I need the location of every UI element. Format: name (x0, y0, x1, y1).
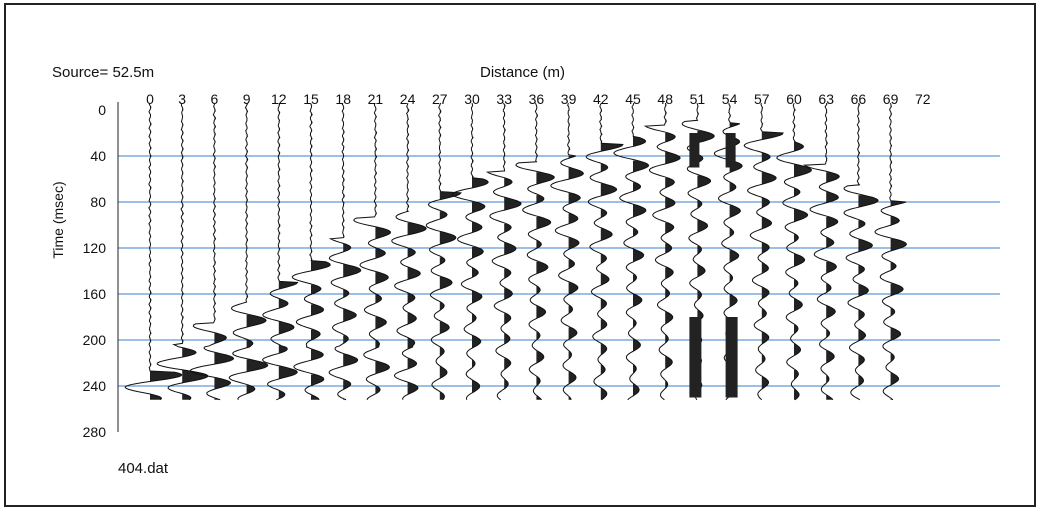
trace-wiggle (585, 102, 624, 401)
trace-wiggle (515, 102, 555, 401)
x-tick-label: 24 (400, 91, 416, 107)
trace-fill (665, 103, 681, 390)
x-tick-label: 36 (529, 91, 545, 107)
trace-wiggle (291, 103, 331, 401)
trace-fill (278, 103, 298, 400)
x-tick-label: 72 (915, 91, 931, 107)
trace-clip-bar (689, 133, 700, 168)
y-tick-label: 200 (83, 332, 107, 348)
trace-clip-bar (689, 317, 702, 398)
trace-fill (890, 104, 907, 400)
trace-wiggle (843, 102, 879, 401)
trace-wiggle (228, 103, 269, 400)
trace-wiggle (643, 102, 681, 401)
x-tick-label: 57 (754, 91, 770, 107)
x-tick-label: 30 (464, 91, 480, 107)
y-tick-label: 80 (90, 194, 106, 210)
trace-fill (246, 103, 268, 395)
file-label: 404.dat (118, 460, 169, 477)
y-tick-label: 240 (83, 378, 107, 394)
trace-wiggle (485, 102, 522, 401)
trace-fill (311, 105, 331, 400)
y-tick-label: 280 (83, 424, 107, 440)
x-tick-label: 18 (335, 91, 351, 107)
trace-wiggle (802, 103, 840, 401)
trace-fill (150, 106, 182, 400)
trace-fill (439, 103, 461, 400)
trace-fill (536, 106, 555, 400)
trace-clip-bar (725, 133, 736, 168)
x-tick-label: 66 (851, 91, 867, 107)
x-tick-label: 45 (625, 91, 641, 107)
trace-fill (472, 103, 489, 395)
trace-clip-bar (725, 317, 738, 398)
trace-fill (761, 107, 783, 390)
trace-wiggle (613, 102, 650, 401)
x-tick-label: 42 (593, 91, 609, 107)
trace-fill (858, 103, 879, 400)
y-tick-label: 0 (98, 102, 106, 118)
x-tick-label: 39 (561, 91, 577, 107)
x-tick-label: 69 (883, 91, 899, 107)
trace-wiggle (776, 102, 812, 401)
source-label: Source= 52.5m (52, 64, 155, 81)
trace-wiggle (328, 102, 362, 401)
trace-wiggle (874, 102, 907, 401)
trace-fill (600, 103, 623, 400)
x-tick-label: 21 (368, 91, 384, 107)
trace-wiggle (743, 102, 784, 401)
chart-frame (4, 3, 1036, 507)
trace-fill (826, 103, 840, 400)
x-tick-label: 48 (657, 91, 673, 107)
trace-wiggle (391, 103, 427, 400)
x-tick-label: 54 (722, 91, 738, 107)
x-axis-label: Distance (m) (480, 64, 566, 81)
trace-wiggle (550, 103, 584, 400)
trace-fill (343, 106, 361, 400)
y-tick-label: 120 (83, 240, 107, 256)
trace-wiggle (262, 102, 299, 401)
x-tick-label: 60 (786, 91, 802, 107)
x-tick-label: 51 (690, 91, 706, 107)
trace-wiggle (156, 102, 209, 401)
trace-wiggle (353, 102, 392, 401)
x-tick-label: 33 (496, 91, 512, 107)
x-tick-label: 27 (432, 91, 448, 107)
x-tick-label: 63 (818, 91, 834, 107)
x-tick-label: 12 (271, 91, 287, 107)
x-tick-label: 9 (243, 91, 251, 107)
trace-wiggle (124, 103, 183, 401)
trace-fill (214, 103, 234, 400)
trace-wiggle (451, 103, 489, 400)
y-tick-label: 40 (90, 148, 106, 164)
x-tick-label: 0 (146, 91, 154, 107)
trace-wiggle (189, 102, 235, 401)
y-tick-label: 160 (83, 286, 107, 302)
trace-wiggle (425, 102, 462, 401)
x-tick-label: 15 (303, 91, 319, 107)
x-tick-label: 3 (178, 91, 186, 107)
trace-fill (504, 104, 521, 390)
x-tick-label: 6 (211, 91, 219, 107)
